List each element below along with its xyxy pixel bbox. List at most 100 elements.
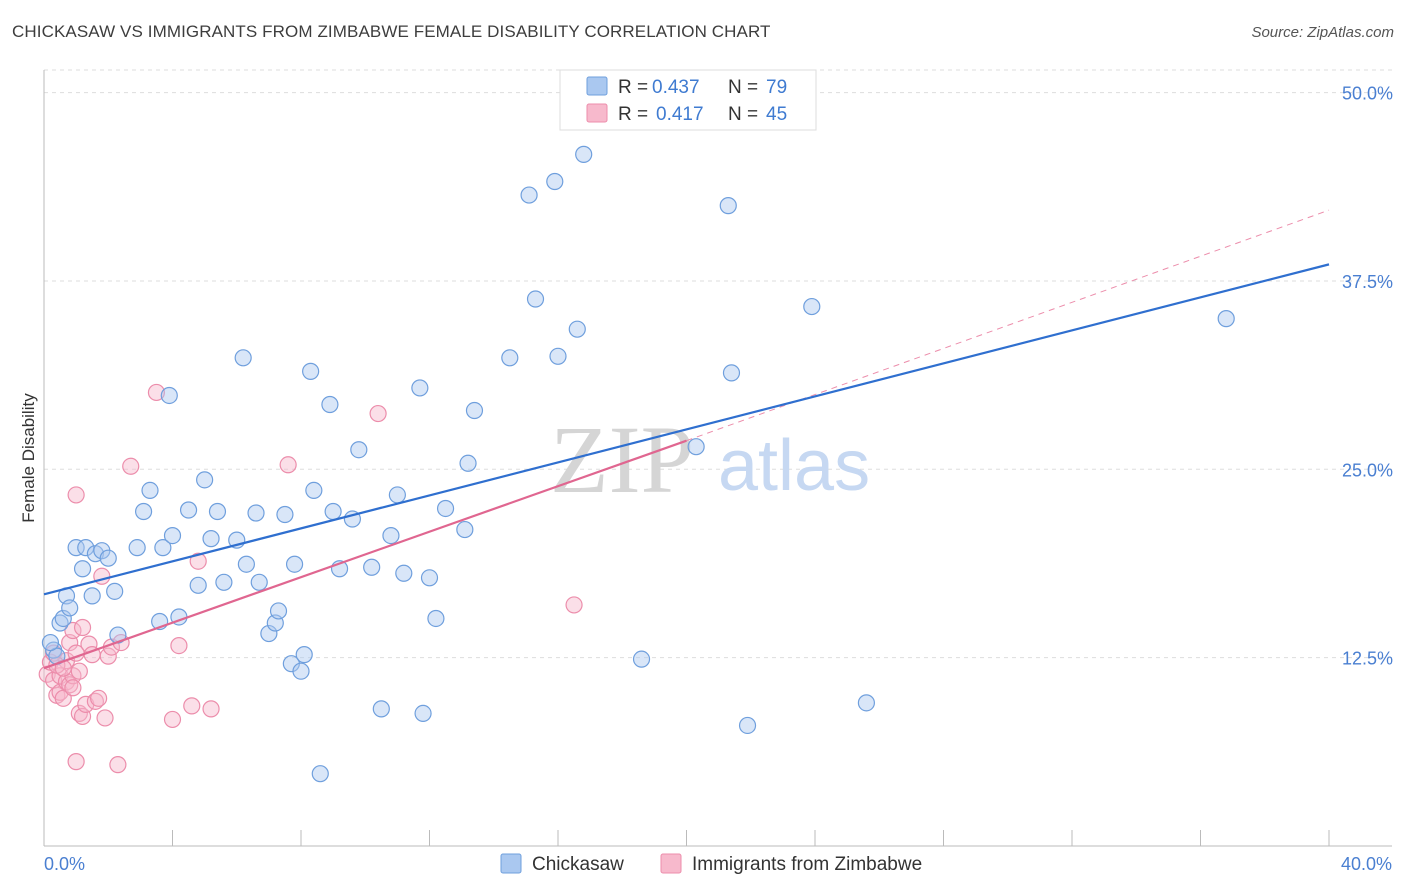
chickasaw-point [363,558,381,576]
chickasaw-point [160,386,178,405]
x-tick-label-min: 0.0% [44,854,85,874]
chickasaw-point [73,560,92,578]
zimbabwe-point [183,697,201,715]
chickasaw-point [134,502,153,521]
y-tick-label: 12.5% [1342,649,1393,669]
watermark-atlas: atlas [718,426,870,506]
legend-bottom: Chickasaw Immigrants from Zimbabwe [500,853,922,875]
zimbabwe-point [170,636,188,655]
trendlines [43,209,1330,670]
series-zimbabwe-points [38,383,583,774]
chickasaw-point [311,765,329,783]
legend-r-label-zimbabwe: R = [618,104,648,125]
chickasaw-point [632,650,651,668]
y-tick-label: 37.5% [1342,272,1393,292]
chickasaw-point [382,526,400,545]
zimbabwe-trendline-extension [686,209,1330,442]
chickasaw-point [324,502,342,521]
legend-n-label-chickasaw: N = [728,77,758,98]
chickasaw-point [546,172,564,191]
chickasaw-point [857,694,876,712]
chickasaw-point [99,549,117,567]
y-axis-label: Female Disability [19,393,38,523]
zimbabwe-point [67,753,85,771]
chickasaw-point [414,704,432,723]
chickasaw-point [196,471,214,489]
zimbabwe-point [86,692,105,710]
legend-n-value-zimbabwe: 45 [766,104,787,125]
chickasaw-point [411,379,429,397]
chickasaw-point [719,197,737,215]
zimbabwe-point [57,673,76,691]
chickasaw-point [106,582,124,600]
chickasaw-point [247,504,265,522]
chickasaw-point [305,481,323,499]
zimbabwe-point [189,552,207,570]
chickasaw-point [456,520,474,539]
zimbabwe-point [67,486,85,504]
legend-bottom-swatch-chickasaw [500,853,522,874]
legend-r-label-chickasaw: R = [618,77,648,98]
chickasaw-point [215,573,233,591]
zimbabwe-point [147,383,166,402]
zimbabwe-point [163,710,182,729]
chickasaw-point [154,539,172,557]
chickasaw-point [163,526,182,545]
legend-bottom-label-chickasaw: Chickasaw [532,854,624,875]
zimbabwe-point [565,596,583,614]
zimbabwe-point [109,756,127,774]
chart-title: CHICKASAW VS IMMIGRANTS FROM ZIMBABWE FE… [12,22,771,41]
axes [43,70,1392,847]
chickasaw-point [179,501,198,519]
chickasaw-point [202,530,220,548]
x-ticks [172,830,1330,846]
chickasaw-point [568,320,586,338]
zimbabwe-point [70,662,88,680]
chickasaw-point [575,145,593,163]
chickasaw-point [61,599,79,617]
chickasaw-point [250,573,268,591]
chickasaw-point [128,539,146,557]
legend-n-label-zimbabwe: N = [728,104,758,125]
chickasaw-point [41,633,60,652]
zimbabwe-point [122,457,140,475]
chickasaw-point [189,576,207,594]
legend-bottom-swatch-zimbabwe [660,853,682,874]
chickasaw-point [237,555,255,573]
chickasaw-point [269,602,288,620]
chickasaw-point [420,569,439,587]
legend-bottom-label-zimbabwe: Immigrants from Zimbabwe [692,854,922,875]
series-chickasaw-points [41,145,1235,783]
chickasaw-point [465,401,484,420]
zimbabwe-point [64,621,82,640]
zimbabwe-point [70,704,88,723]
chickasaw-point [302,362,320,380]
chickasaw-point [520,186,538,204]
chickasaw-point [459,454,477,472]
zimbabwe-point [279,456,297,474]
chickasaw-point [260,624,278,643]
chickasaw-point [803,297,821,316]
chickasaw-point [1217,310,1235,328]
chickasaw-point [77,539,95,557]
chickasaw-point [208,502,227,521]
y-tick-label: 50.0% [1342,84,1393,104]
chickasaw-point [526,290,545,308]
chickasaw-point [501,349,519,367]
chickasaw-point [388,486,406,504]
zimbabwe-trendline [43,439,687,670]
chickasaw-point [67,539,85,557]
chickasaw-point [234,349,252,367]
chickasaw-point [436,499,455,518]
x-tick-label-max: 40.0% [1341,854,1392,874]
legend-r-value-chickasaw: 0.437 [652,77,700,98]
watermark: ZIP atlas [550,406,870,513]
zimbabwe-point [73,618,92,637]
chickasaw-point [738,716,757,735]
chickasaw-trendline [43,263,1330,596]
chickasaw-point [549,347,567,365]
legend-swatch-zimbabwe [586,103,608,123]
y-tick-labels: 12.5% 25.0% 37.5% 50.0% [1342,84,1393,669]
zimbabwe-point [61,676,79,694]
